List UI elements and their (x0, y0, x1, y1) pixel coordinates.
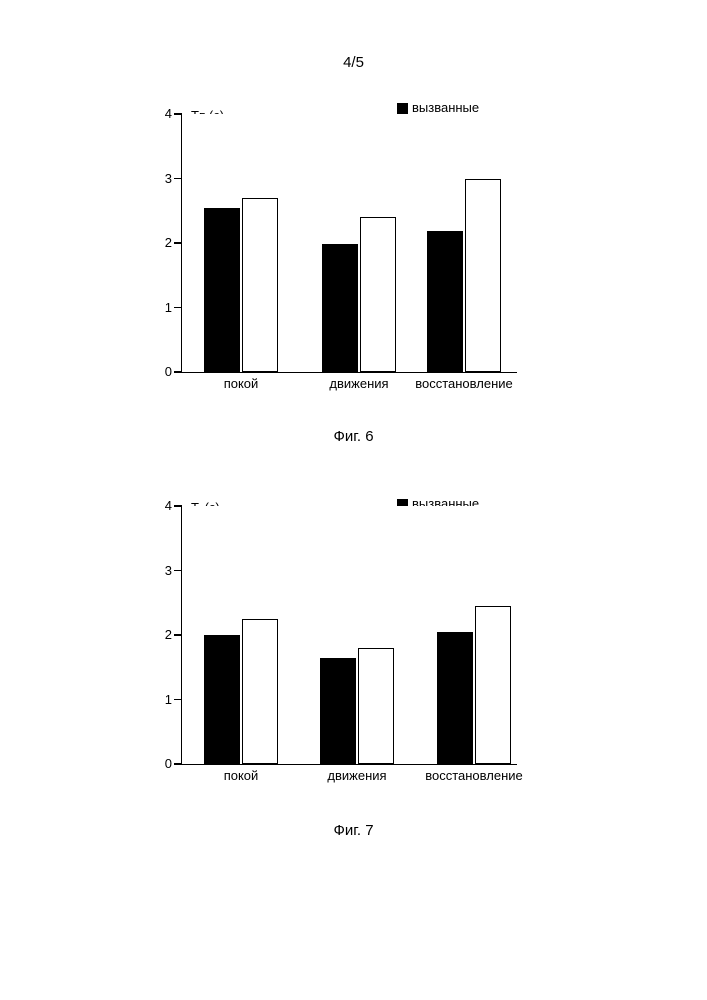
bar-series1 (320, 658, 356, 764)
category-label: восстановление (424, 768, 524, 783)
chart1-caption: Фиг. 6 (0, 428, 707, 445)
y-tick (174, 763, 182, 765)
chart-ti: Tᵢ (с) вызванные произвольные 01234покой… (135, 492, 555, 802)
page: 4/5 Tᴇ (с) вызванные произвольные 01234п… (0, 0, 707, 1000)
bar-series2 (242, 619, 278, 764)
page-number: 4/5 (0, 54, 707, 71)
category-label: движения (307, 768, 407, 783)
y-tick-label: 4 (142, 106, 172, 121)
y-tick-label: 4 (142, 498, 172, 513)
y-tick (174, 113, 182, 115)
y-tick (174, 307, 182, 309)
y-tick-label: 1 (142, 692, 172, 707)
category-label: движения (309, 376, 409, 391)
y-tick (174, 634, 182, 636)
y-tick-label: 1 (142, 300, 172, 315)
bar-series1 (322, 244, 358, 372)
y-tick-label: 3 (142, 563, 172, 578)
y-tick-label: 2 (142, 627, 172, 642)
bar-series1 (437, 632, 473, 764)
bar-series2 (465, 179, 501, 373)
bar-series2 (475, 606, 511, 764)
y-tick (174, 178, 182, 180)
y-tick-label: 0 (142, 364, 172, 379)
chart2-plot-area: 01234покойдвижениявосстановление (181, 506, 517, 765)
chart1-plot-area: 01234покойдвижениявосстановление (181, 114, 517, 373)
y-tick (174, 699, 182, 701)
bar-series2 (360, 217, 396, 372)
chart-te: Tᴇ (с) вызванные произвольные 01234покой… (135, 100, 555, 410)
y-tick-label: 2 (142, 235, 172, 250)
bar-series1 (427, 231, 463, 372)
y-tick (174, 505, 182, 507)
category-label: покой (191, 376, 291, 391)
y-tick (174, 570, 182, 572)
y-tick-label: 3 (142, 171, 172, 186)
bar-series2 (358, 648, 394, 764)
chart2-caption: Фиг. 7 (0, 822, 707, 839)
legend-swatch-filled (397, 103, 408, 114)
category-label: восстановление (414, 376, 514, 391)
bar-series1 (204, 208, 240, 372)
y-tick-label: 0 (142, 756, 172, 771)
category-label: покой (191, 768, 291, 783)
bar-series1 (204, 635, 240, 764)
y-tick (174, 371, 182, 373)
y-tick (174, 242, 182, 244)
bar-series2 (242, 198, 278, 372)
